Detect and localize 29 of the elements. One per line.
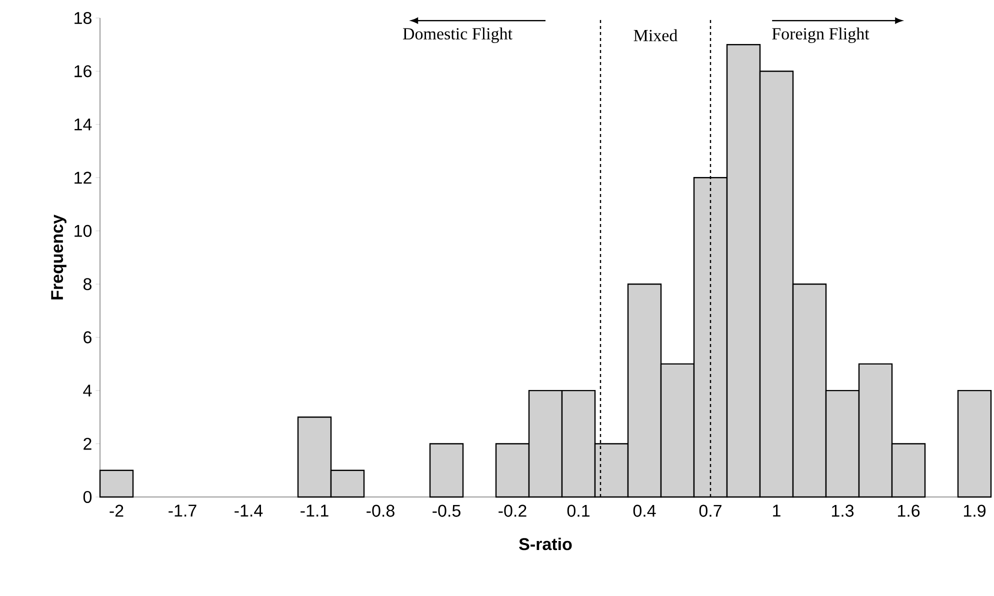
annotation: Domestic Flight: [402, 28, 512, 44]
x-tick-label: 1.6: [898, 504, 920, 517]
annotation: Foreign Flight: [772, 28, 870, 44]
x-tick-label: -1.1: [300, 504, 328, 516]
y-tick-label: 18: [74, 12, 92, 24]
x-tick-label: 0.1: [567, 504, 590, 517]
y-axis-title: Frequency: [51, 214, 66, 300]
x-tick-label: -0.5: [432, 504, 460, 517]
x-tick-label: 0.4: [633, 504, 656, 517]
y-tick-label: 8: [83, 278, 92, 290]
annotation: Mixed: [634, 29, 678, 42]
y-tick-label: 16: [74, 65, 92, 78]
x-tick-label: 1: [773, 504, 780, 516]
y-tick-label: 0: [83, 490, 92, 504]
x-tick-label: -1.4: [234, 504, 263, 516]
y-tick-label: 10: [74, 224, 92, 237]
x-tick-label: 1.9: [964, 504, 986, 517]
y-tick-label: 4: [83, 384, 92, 396]
y-tick-label: 6: [84, 331, 92, 344]
x-tick-label: -0.8: [366, 504, 394, 517]
x-tick-label: -2: [110, 504, 124, 517]
x-tick-label: 1.3: [832, 504, 854, 517]
x-tick-label: -0.2: [498, 504, 526, 517]
x-axis-title: S-ratio: [519, 538, 572, 550]
y-tick-label: 12: [74, 172, 92, 184]
x-tick-label: -1.7: [168, 504, 196, 516]
x-tick-label: 0.7: [699, 504, 722, 517]
y-tick-label: 14: [74, 118, 92, 130]
y-tick-label: 2: [84, 438, 92, 450]
